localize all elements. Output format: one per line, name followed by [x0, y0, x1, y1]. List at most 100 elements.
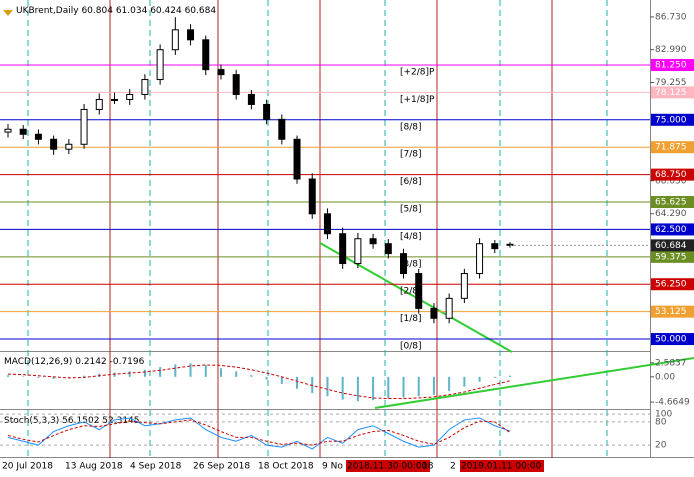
candle-body — [339, 233, 347, 265]
date-highlight — [460, 460, 544, 472]
level-box — [651, 58, 694, 71]
candle-body — [354, 238, 362, 265]
macd-signal — [7, 364, 511, 400]
candle-body — [141, 79, 149, 95]
macd-header: MACD(12,26,9) 0.2142 -0.7196 — [4, 357, 145, 367]
separators — [0, 0, 694, 458]
low-value: 60.424 — [150, 6, 182, 16]
x-tick-label: 2018.11.30 00:00 — [347, 462, 428, 472]
current-price-label: 60.684 — [655, 241, 687, 251]
stoch-signal-value: 52.3145 — [102, 416, 139, 426]
stoch-tick-label: 100 — [655, 410, 672, 420]
level-name: [5/8] — [400, 205, 422, 215]
level-box — [651, 250, 694, 263]
y-tick-label: 79.255 — [655, 78, 687, 88]
level-value: 71.875 — [655, 143, 687, 153]
open-value: 60.804 — [81, 6, 113, 16]
level-value: 56.250 — [655, 280, 687, 290]
macd-main-value: 0.2142 — [75, 357, 107, 367]
y-tick-label: 68.050 — [655, 176, 687, 186]
candle-body — [430, 307, 438, 319]
candle-body — [95, 98, 103, 110]
candle-body — [263, 103, 271, 120]
level-value: 62.500 — [655, 225, 687, 235]
level-name: [7/8] — [400, 150, 422, 160]
level-name: [3/8] — [400, 259, 422, 269]
candle-body — [400, 253, 408, 275]
stoch-signal — [7, 419, 511, 446]
candle-body — [156, 49, 164, 81]
stoch-tick-label: 20 — [655, 441, 667, 451]
level-name: [4/8] — [400, 232, 422, 242]
x-tick-label: 18 Oct 2018 — [258, 462, 314, 472]
level-box — [651, 305, 694, 318]
y-tick-label: 82.990 — [655, 45, 687, 55]
y-tick-label: 86.730 — [655, 12, 687, 22]
candle-body — [293, 138, 301, 180]
candle-body — [50, 138, 58, 150]
x-tick-label: 20 Jul 2018 — [2, 462, 53, 472]
candle-body — [384, 243, 392, 255]
level-value: 53.125 — [655, 307, 687, 317]
close-value: 60.684 — [185, 6, 217, 16]
candle-body — [171, 29, 179, 51]
level-value: 50.000 — [655, 335, 687, 345]
chart-title: UKBrent,Daily — [16, 6, 79, 16]
chart-header: UKBrent,Daily 60.804 61.034 60.424 60.68… — [16, 6, 216, 16]
stoch-tick-label: 80 — [655, 417, 667, 427]
level-name: [0/8] — [400, 342, 422, 352]
macd-tick-label: -4.6649 — [655, 398, 690, 408]
candle-body — [247, 93, 255, 105]
stoch-main-value: 56.1502 — [62, 416, 99, 426]
level-name: [1/8] — [400, 314, 422, 324]
level-name: [+1/8]P — [400, 95, 435, 105]
level-value: 81.250 — [655, 60, 687, 70]
macd-tick-label: 0.00 — [655, 372, 675, 382]
level-box — [651, 141, 694, 154]
candle-body — [323, 213, 331, 235]
level-name: [6/8] — [400, 177, 422, 187]
current-price-box — [651, 239, 694, 252]
level-box — [651, 168, 694, 181]
x-tick-label: 2019.01.11 00:00 — [461, 462, 542, 472]
candle-body — [126, 93, 134, 100]
stoch-header: Stoch(5,3,3) 56.1502 52.3145 — [4, 416, 140, 426]
level-name: [+2/8]P — [400, 67, 435, 77]
candle-body — [460, 273, 468, 299]
level-box — [651, 86, 694, 99]
candle-body — [19, 128, 27, 135]
candle-body — [4, 128, 12, 133]
x-tick-label: 9 No — [322, 462, 343, 472]
macd-tick-label: 2.5837 — [655, 358, 687, 368]
level-box — [651, 278, 694, 291]
y-tick-label: 64.290 — [655, 209, 687, 219]
level-name: [2/8] — [400, 287, 422, 297]
x-tick-label: 2 — [450, 462, 456, 472]
candle-body — [491, 243, 499, 250]
level-value: 68.750 — [655, 170, 687, 180]
x-tick-label: 4 Sep 2018 — [130, 462, 182, 472]
candle-body — [202, 39, 210, 71]
x-tick-label: 26 Sep 2018 — [193, 462, 250, 472]
level-value: 78.125 — [655, 88, 687, 98]
x-tick-label: 18 — [422, 462, 434, 472]
candle-body — [308, 178, 316, 215]
candle-body — [232, 74, 240, 95]
level-box — [651, 196, 694, 209]
level-box — [651, 223, 694, 236]
candle-body — [278, 118, 286, 140]
level-value: 75.000 — [655, 115, 687, 125]
candle-body — [415, 273, 423, 309]
candle-body — [80, 108, 88, 145]
macd-signal-value: -0.7196 — [110, 357, 145, 367]
candle-body — [476, 243, 484, 275]
candle-body — [187, 29, 195, 41]
date-highlight — [346, 460, 430, 472]
macd-title: MACD(12,26,9) — [4, 357, 72, 367]
candle-body — [65, 143, 73, 150]
candle-body — [369, 238, 377, 245]
stoch-title: Stoch(5,3,3) — [4, 416, 59, 426]
high-value: 61.034 — [116, 6, 148, 16]
